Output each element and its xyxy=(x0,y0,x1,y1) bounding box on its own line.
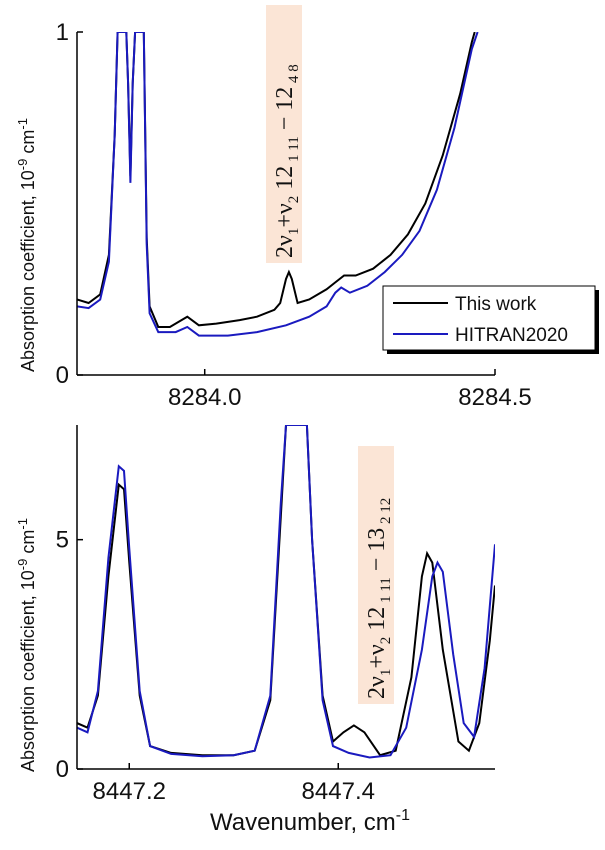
legend-box xyxy=(382,285,596,351)
top-series-hitran-line xyxy=(77,32,479,337)
bottom-y-axis-label: Absorption coefficient, 10-9 cm-1 xyxy=(15,518,38,772)
top-panel: 01 8284.0 8284.5 Absorption coefficient, … xyxy=(15,5,599,411)
top-ytick-label-1: 1 xyxy=(56,19,69,46)
legend-label-hitran: HITRAN2020 xyxy=(455,325,568,346)
top-y-axis-label: Absorption coefficient, 10-9 cm-1 xyxy=(15,118,38,372)
bottom-plot-area xyxy=(77,425,495,759)
bot-xtick-label-1: 8447.4 xyxy=(302,778,375,805)
bottom-x-axis-label: Wavenumber, cm-1 xyxy=(210,807,410,836)
bot-ytick-label-1: 5 xyxy=(56,527,69,554)
bottom-series-hitran-line xyxy=(77,425,495,759)
bot-xtick-label-0: 8447.2 xyxy=(93,778,166,805)
top-xtick-label-0: 8284.0 xyxy=(168,384,241,411)
legend-label-this-work: This work xyxy=(455,294,537,315)
bottom-y-ticks: 05 xyxy=(56,527,83,783)
bottom-annotation-box xyxy=(358,446,394,704)
top-annotation-box xyxy=(266,5,302,263)
bottom-x-ticks: 8447.2 8447.4 xyxy=(93,763,375,805)
bottom-annotation: 2ν1+ν2 12 1 11 − 13 2 12 xyxy=(364,498,394,699)
top-xtick-label-1: 8284.5 xyxy=(458,384,531,411)
top-x-ticks: 8284.0 8284.5 xyxy=(168,369,532,411)
top-ytick-label-0: 0 xyxy=(56,362,69,389)
bot-ytick-label-0: 0 xyxy=(56,756,69,783)
top-plot-area xyxy=(77,32,479,337)
top-y-ticks: 01 xyxy=(56,19,83,389)
top-annotation: 2ν1+ν2 12 1 11 − 12 4 8 xyxy=(272,64,302,258)
bottom-series-this-work-line xyxy=(77,425,495,757)
bottom-panel: 05 8447.2 8447.4 Absorption coefficient, … xyxy=(15,425,495,836)
legend: This work HITRAN2020 xyxy=(382,285,599,354)
